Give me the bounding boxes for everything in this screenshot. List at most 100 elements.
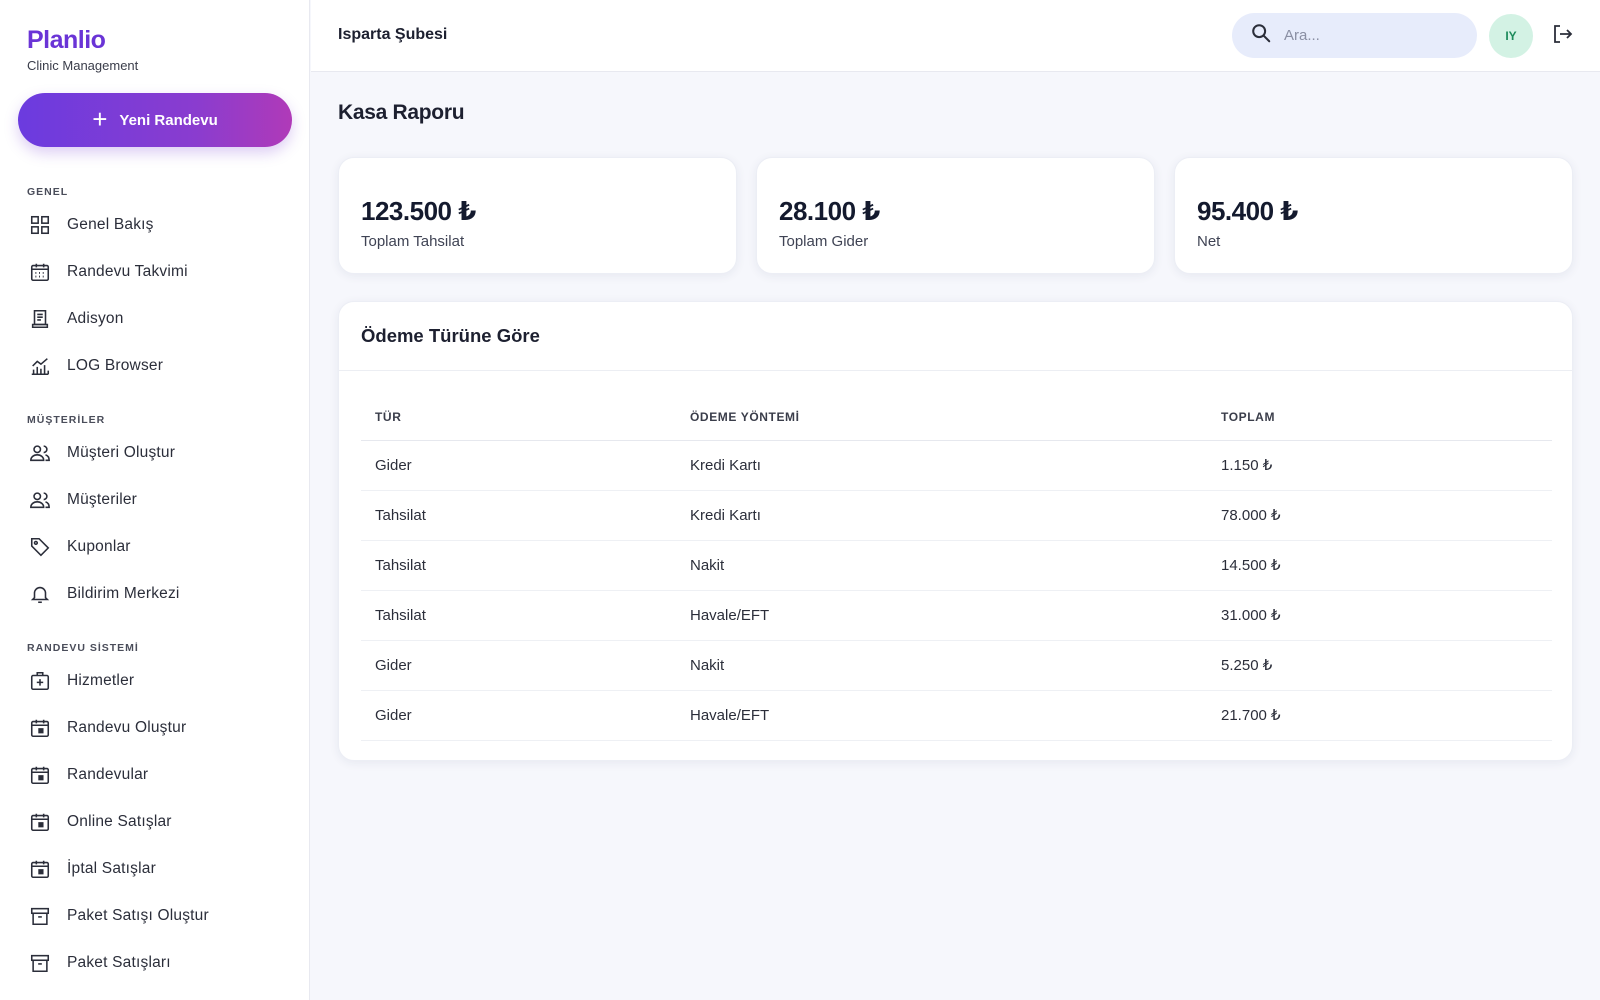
column-header-type: TÜR bbox=[361, 394, 676, 441]
cell-type: Tahsilat bbox=[361, 540, 676, 591]
archive-box-icon bbox=[28, 951, 52, 975]
sidebar-item-cancelled-sales[interactable]: İptal Satışlar bbox=[0, 847, 309, 891]
calendar-day-icon bbox=[28, 810, 52, 834]
cell-total: 14.500 ₺ bbox=[1207, 540, 1552, 591]
sidebar-item-services[interactable]: Hizmetler bbox=[0, 659, 309, 703]
cell-total: 1.150 ₺ bbox=[1207, 440, 1552, 491]
search-icon bbox=[1250, 22, 1272, 49]
logout-button[interactable] bbox=[1548, 22, 1576, 50]
archive-box-icon bbox=[28, 904, 52, 928]
sidebar-item-label: Müşteriler bbox=[67, 491, 138, 508]
plus-icon: + bbox=[92, 104, 108, 134]
sidebar: Planlio Clinic Management + Yeni Randevu… bbox=[0, 0, 310, 1000]
calendar-day-icon bbox=[28, 857, 52, 881]
sidebar-item-label: Online Satışlar bbox=[67, 813, 172, 830]
stat-amount: 28.100 ₺ bbox=[779, 196, 880, 226]
search-input[interactable] bbox=[1284, 27, 1454, 44]
receipt-icon bbox=[28, 307, 52, 331]
branch-name[interactable]: Isparta Şubesi bbox=[338, 26, 448, 43]
users-icon bbox=[28, 488, 52, 512]
sidebar-item-notifications[interactable]: Bildirim Merkezi bbox=[0, 572, 309, 616]
sidebar-item-label: Randevu Takvimi bbox=[67, 263, 188, 280]
cell-total: 21.700 ₺ bbox=[1207, 690, 1552, 741]
brand[interactable]: Planlio Clinic Management bbox=[27, 26, 138, 73]
sidebar-item-label: LOG Browser bbox=[67, 357, 164, 374]
section-label-appointment-system: RANDEVU SİSTEMİ bbox=[27, 642, 139, 654]
chart-bars-icon bbox=[28, 354, 52, 378]
section-label-customers: MÜŞTERİLER bbox=[27, 414, 106, 426]
sidebar-item-label: Genel Bakış bbox=[67, 216, 154, 233]
sidebar-item-appointments[interactable]: Randevular bbox=[0, 753, 309, 797]
brand-name: Planlio bbox=[27, 26, 106, 54]
cell-method: Kredi Kartı bbox=[676, 440, 1207, 491]
logout-icon bbox=[1550, 22, 1574, 51]
cell-type: Gider bbox=[361, 640, 676, 691]
column-header-total: TOPLAM bbox=[1207, 394, 1552, 441]
cell-method: Nakit bbox=[676, 640, 1207, 691]
new-appointment-button[interactable]: + Yeni Randevu bbox=[18, 93, 292, 147]
stat-card-total-expense: 28.100 ₺ Toplam Gider bbox=[756, 157, 1155, 274]
sidebar-item-coupons[interactable]: Kuponlar bbox=[0, 525, 309, 569]
users-icon bbox=[28, 441, 52, 465]
cell-total: 31.000 ₺ bbox=[1207, 590, 1552, 641]
payment-type-card: Ödeme Türüne Göre TÜR ÖDEME YÖNTEMİ TOPL… bbox=[338, 301, 1573, 761]
stat-card-total-collection: 123.500 ₺ Toplam Tahsilat bbox=[338, 157, 737, 274]
sidebar-item-create-appointment[interactable]: Randevu Oluştur bbox=[0, 706, 309, 750]
sidebar-item-label: Bildirim Merkezi bbox=[67, 585, 180, 602]
medical-case-icon bbox=[28, 669, 52, 693]
brand-subtitle: Clinic Management bbox=[27, 58, 139, 73]
stat-caption: Toplam Gider bbox=[779, 233, 869, 250]
search-box[interactable] bbox=[1232, 13, 1477, 58]
calendar-day-icon bbox=[28, 763, 52, 787]
payment-table: TÜR ÖDEME YÖNTEMİ TOPLAM Gider Kredi Kar… bbox=[361, 394, 1552, 741]
grid-icon bbox=[28, 213, 52, 237]
table-row: Gider Nakit 5.250 ₺ bbox=[361, 640, 1552, 691]
cell-total: 5.250 ₺ bbox=[1207, 640, 1552, 691]
cell-type: Gider bbox=[361, 690, 676, 741]
page-title: Kasa Raporu bbox=[338, 101, 465, 124]
cell-method: Havale/EFT bbox=[676, 690, 1207, 741]
stat-amount: 123.500 ₺ bbox=[361, 196, 476, 226]
table-row: Gider Havale/EFT 21.700 ₺ bbox=[361, 690, 1552, 741]
stat-amount: 95.400 ₺ bbox=[1197, 196, 1298, 226]
sidebar-item-adisyon[interactable]: Adisyon bbox=[0, 297, 309, 341]
tag-icon bbox=[28, 535, 52, 559]
sidebar-item-label: Randevu Oluştur bbox=[67, 719, 187, 736]
column-header-method: ÖDEME YÖNTEMİ bbox=[676, 394, 1207, 441]
calendar-day-icon bbox=[28, 716, 52, 740]
table-row: Tahsilat Nakit 14.500 ₺ bbox=[361, 540, 1552, 591]
avatar[interactable]: IY bbox=[1489, 14, 1533, 58]
calendar-grid-icon bbox=[28, 260, 52, 284]
divider bbox=[339, 370, 1572, 371]
stat-card-net: 95.400 ₺ Net bbox=[1174, 157, 1573, 274]
sidebar-item-create-customer[interactable]: Müşteri Oluştur bbox=[0, 431, 309, 475]
sidebar-item-label: Randevular bbox=[67, 766, 149, 783]
cell-type: Gider bbox=[361, 440, 676, 491]
sidebar-item-label: Hizmetler bbox=[67, 672, 135, 689]
sidebar-item-label: Paket Satışı Oluştur bbox=[67, 907, 209, 924]
table-header-row: TÜR ÖDEME YÖNTEMİ TOPLAM bbox=[361, 394, 1552, 441]
sidebar-item-customers[interactable]: Müşteriler bbox=[0, 478, 309, 522]
cell-method: Kredi Kartı bbox=[676, 490, 1207, 541]
sidebar-item-package-sales[interactable]: Paket Satışları bbox=[0, 941, 309, 985]
bell-icon bbox=[28, 582, 52, 606]
sidebar-item-partial[interactable] bbox=[0, 988, 309, 1000]
new-appointment-label: Yeni Randevu bbox=[119, 111, 218, 129]
sidebar-item-label: Müşteri Oluştur bbox=[67, 444, 176, 461]
sidebar-item-label: Paket Satışları bbox=[67, 954, 171, 971]
sidebar-item-calendar[interactable]: Randevu Takvimi bbox=[0, 250, 309, 294]
sidebar-item-log-browser[interactable]: LOG Browser bbox=[0, 344, 309, 388]
sidebar-item-online-sales[interactable]: Online Satışlar bbox=[0, 800, 309, 844]
stat-caption: Toplam Tahsilat bbox=[361, 233, 465, 250]
top-header: Isparta Şubesi IY bbox=[311, 0, 1600, 72]
sidebar-item-label: Adisyon bbox=[67, 310, 124, 327]
stat-caption: Net bbox=[1197, 233, 1221, 250]
cell-method: Nakit bbox=[676, 540, 1207, 591]
cell-method: Havale/EFT bbox=[676, 590, 1207, 641]
cell-type: Tahsilat bbox=[361, 590, 676, 641]
cell-total: 78.000 ₺ bbox=[1207, 490, 1552, 541]
sidebar-item-create-package-sale[interactable]: Paket Satışı Oluştur bbox=[0, 894, 309, 938]
table-title: Ödeme Türüne Göre bbox=[361, 325, 540, 346]
sidebar-item-label: Kuponlar bbox=[67, 538, 131, 555]
sidebar-item-overview[interactable]: Genel Bakış bbox=[0, 203, 309, 247]
